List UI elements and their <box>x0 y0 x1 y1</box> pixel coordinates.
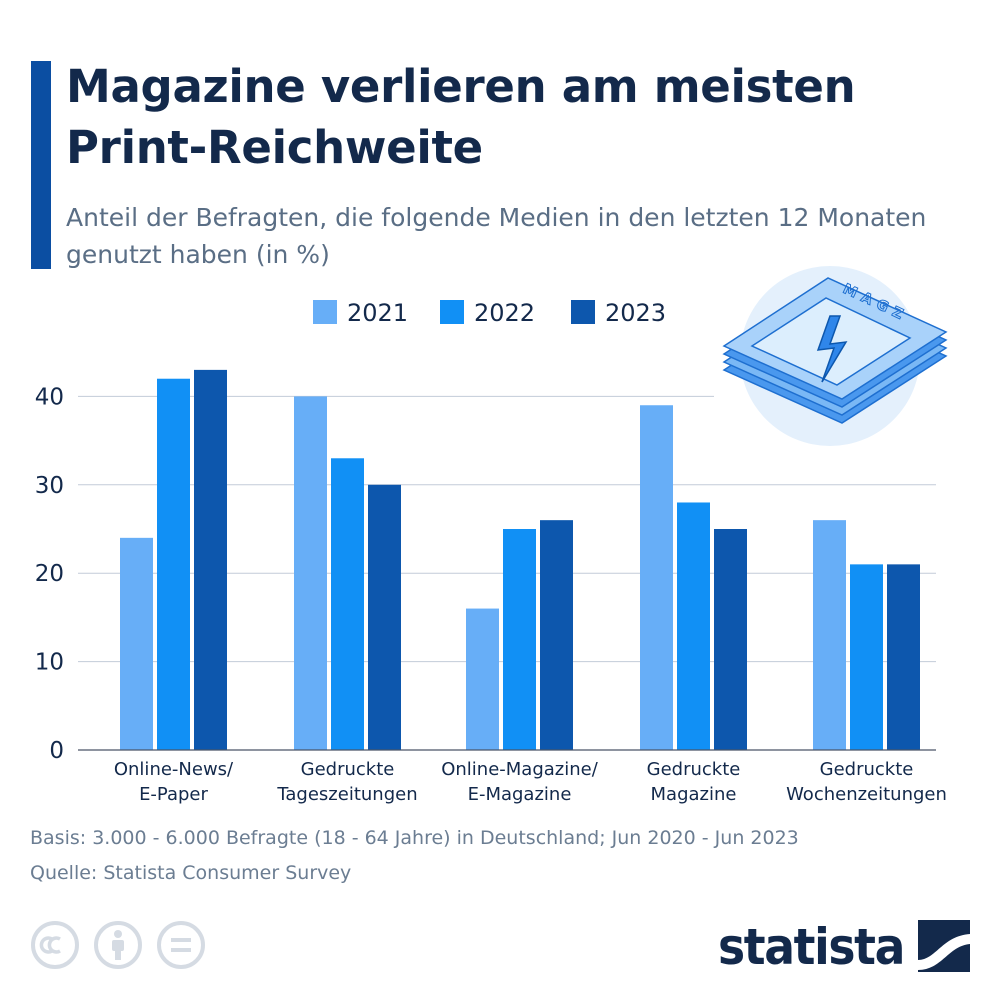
bar-2022 <box>677 502 710 750</box>
bar-2021 <box>640 405 673 750</box>
bar-2023 <box>714 529 747 750</box>
legend-swatch-2023 <box>571 300 595 324</box>
x-axis: Online-News/E-Paper Gedruckte Tageszeitung… <box>78 749 947 805</box>
lightning-icon <box>816 315 848 383</box>
legend-label: 2021 <box>347 299 408 327</box>
y-tick-label: 20 <box>35 561 64 587</box>
bar-2022 <box>331 458 364 750</box>
legend-swatch-2022 <box>440 300 464 324</box>
no-derivatives-icon <box>157 921 205 969</box>
cc-icon <box>31 921 79 969</box>
x-tick-label: Gedruckte Magazine <box>647 759 741 805</box>
x-tick-label: Gedruckte Tageszeitungen <box>276 759 417 805</box>
bar-2021 <box>466 608 499 750</box>
bar-2022 <box>157 378 190 750</box>
bar-2021 <box>120 537 153 750</box>
license-icons <box>31 921 205 969</box>
x-tick-label: Gedruckte Wochenzeitungen <box>786 759 947 805</box>
footer-basis: Basis: 3.000 - 6.000 Befragte (18 - 64 J… <box>30 827 799 849</box>
chart-subtitle: Anteil der Befragten, die folgende Medie… <box>66 203 927 269</box>
legend-label: 2022 <box>474 299 535 327</box>
y-axis: 0 10 20 30 40 <box>35 384 64 764</box>
y-tick-label: 40 <box>35 384 64 410</box>
statista-logo: statista <box>718 918 970 974</box>
magazine-stack-icon: MAGZ <box>722 277 948 424</box>
y-tick-label: 10 <box>35 650 64 676</box>
x-tick-label: Online-Magazine/E-Magazine <box>441 759 599 805</box>
legend-label: 2023 <box>605 299 666 327</box>
attribution-icon <box>94 921 142 969</box>
bar-2023 <box>540 520 573 750</box>
statista-wordmark: statista <box>718 918 904 974</box>
bar-2022 <box>503 529 536 750</box>
bar-2021 <box>294 396 327 750</box>
chart-title: Magazine verlieren am meisten Print-Reic… <box>66 60 856 174</box>
legend-swatch-2021 <box>313 300 337 324</box>
bar-2022 <box>850 564 883 750</box>
y-tick-label: 0 <box>49 738 64 764</box>
legend: 2021 2022 2023 <box>313 299 666 327</box>
bar-2023 <box>194 369 227 750</box>
magazine-illustration: MAGZ <box>722 266 948 446</box>
title-accent-bar <box>31 61 51 269</box>
bar-2021 <box>813 520 846 750</box>
bar-2023 <box>887 564 920 750</box>
footer-source: Quelle: Statista Consumer Survey <box>30 862 352 884</box>
bar-2023 <box>368 484 401 750</box>
y-tick-label: 30 <box>35 473 64 499</box>
statista-mark-icon <box>918 920 970 972</box>
x-tick-label: Online-News/E-Paper <box>114 759 234 805</box>
bars <box>120 369 920 750</box>
